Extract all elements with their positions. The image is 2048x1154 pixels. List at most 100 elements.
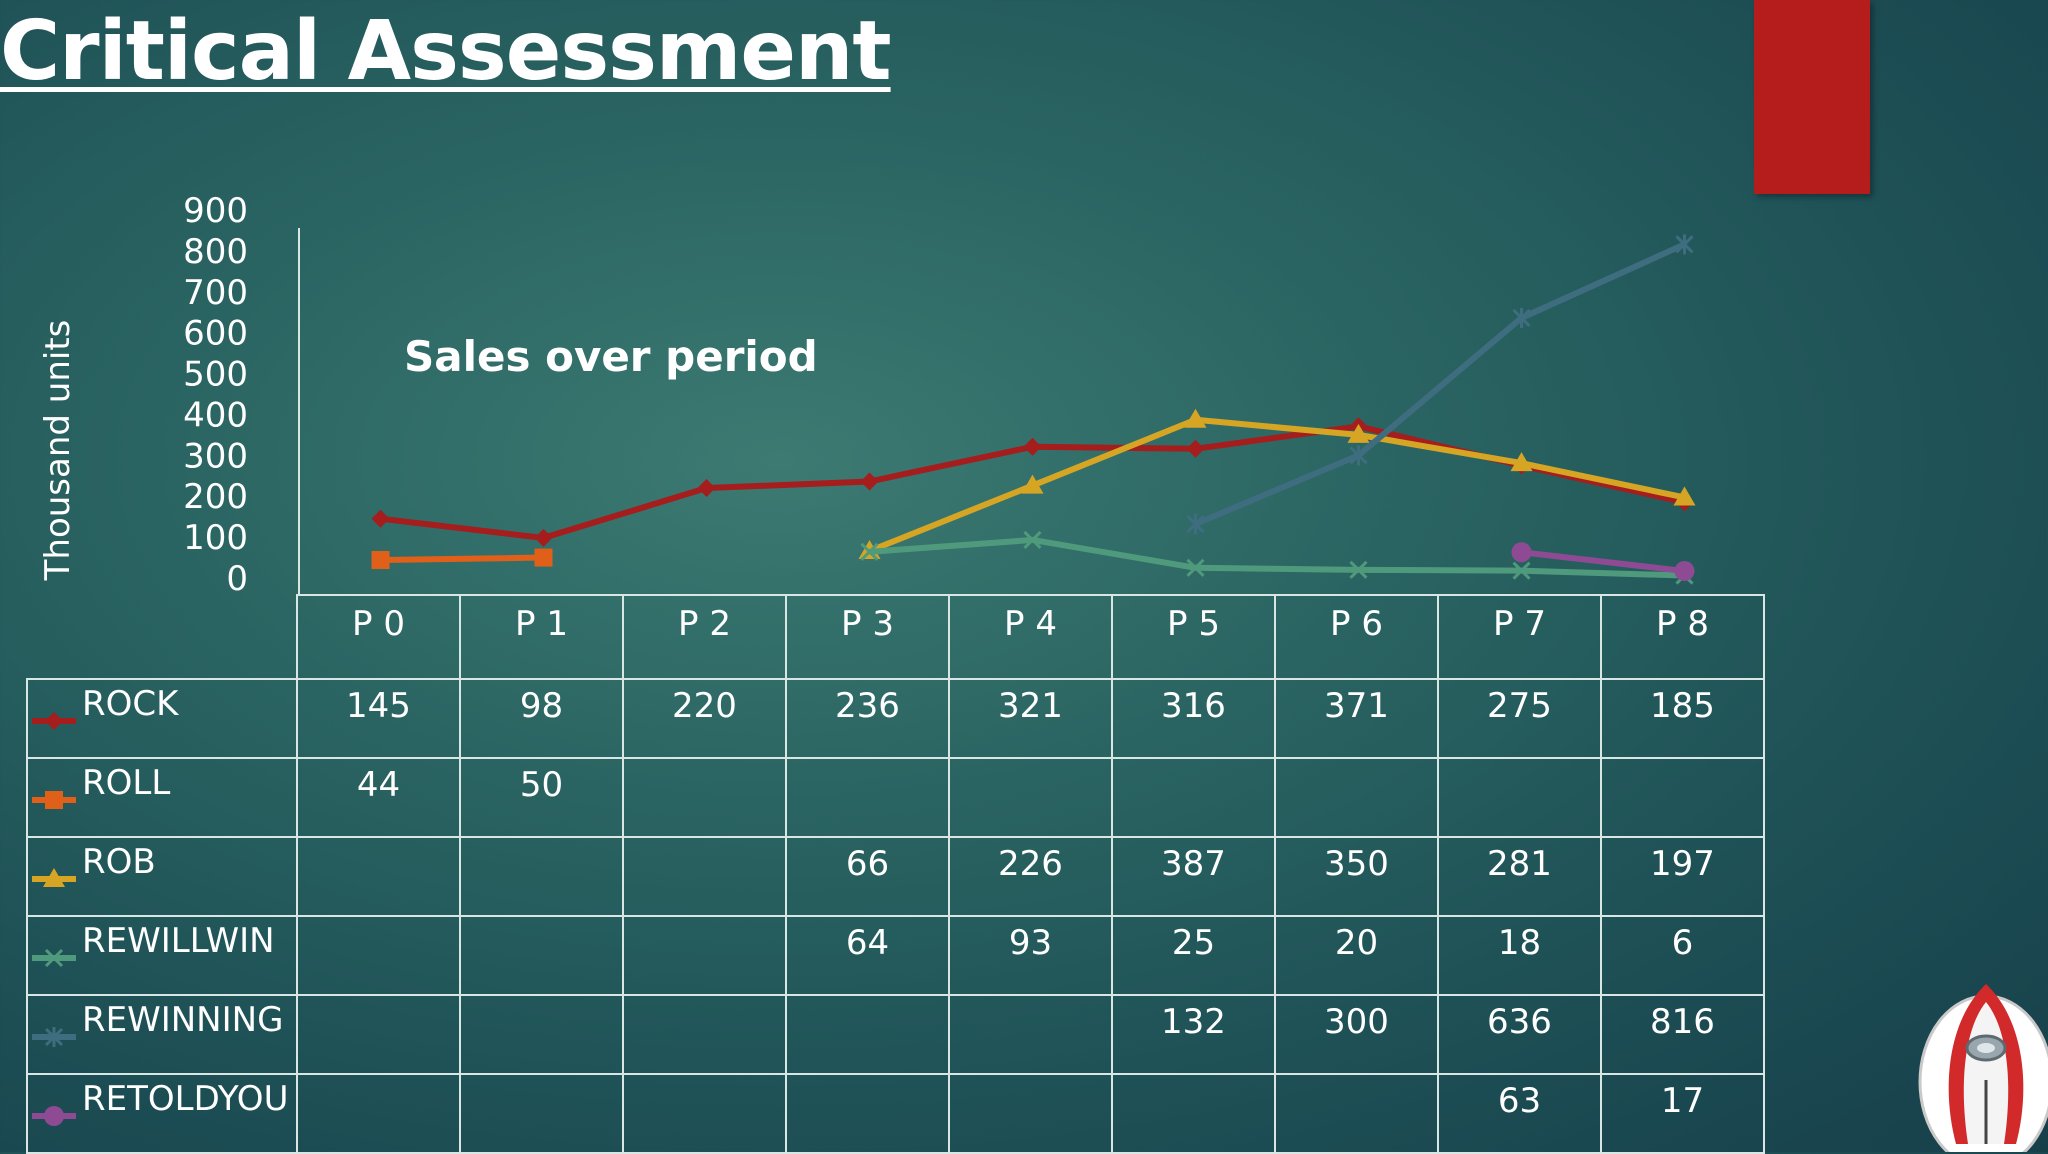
table-cell: 44 [298, 759, 461, 838]
legend-key-x [32, 948, 76, 968]
table-cell: 20 [1276, 917, 1439, 996]
series-retoldyou [1511, 542, 1695, 582]
data-point [860, 542, 879, 561]
legend-entry: ROB [26, 838, 298, 917]
table-cell: 132 [1113, 996, 1276, 1075]
legend-key-square [32, 791, 76, 809]
table-cell: 64 [787, 917, 950, 996]
table-cell: 185 [1602, 680, 1765, 759]
table-cell [787, 996, 950, 1075]
series-line [380, 554, 544, 564]
table-corner [26, 594, 298, 680]
x-tick-label: P 8 [1602, 594, 1765, 680]
data-point [1674, 561, 1695, 582]
legend-label: RETOLDYOU [82, 1079, 289, 1119]
table-cell [1113, 759, 1276, 838]
data-point [534, 548, 553, 567]
table-cell [461, 838, 624, 917]
table-cell: 66 [787, 838, 950, 917]
table-cell: 6 [1602, 917, 1765, 996]
data-point [697, 479, 716, 498]
data-point [1347, 423, 1370, 443]
legend-entry: RETOLDYOU [26, 1075, 298, 1154]
table-cell: 281 [1439, 838, 1602, 917]
data-point [371, 509, 390, 528]
legend-entry: REWILLWIN [26, 917, 298, 996]
y-tick-label: 0 [226, 559, 248, 599]
table-cell: 316 [1113, 680, 1276, 759]
table-cell [1276, 759, 1439, 838]
table-cell: 226 [950, 838, 1113, 917]
series-rewinning [1186, 234, 1694, 535]
table-cell [1276, 1075, 1439, 1154]
chart-series [371, 234, 1696, 585]
table-cell: 300 [1276, 996, 1439, 1075]
table-cell: 93 [950, 917, 1113, 996]
table-cell [461, 1075, 624, 1154]
data-point [1511, 542, 1532, 563]
table-cell [1113, 1075, 1276, 1154]
legend-label: ROCK [82, 684, 179, 724]
legend-entry: REWINNING [26, 996, 298, 1075]
x-tick-label: P 7 [1439, 594, 1602, 680]
rocket-icon [1918, 984, 2048, 1152]
legend-marker [45, 712, 63, 730]
table-cell: 636 [1439, 996, 1602, 1075]
table-cell [624, 1075, 787, 1154]
data-point [1673, 486, 1696, 506]
data-point [1512, 307, 1531, 328]
x-tick-label: P 4 [950, 594, 1113, 680]
data-point [534, 528, 553, 547]
series-line [1194, 241, 1686, 527]
data-point [1349, 560, 1368, 579]
table-cell [298, 1075, 461, 1154]
data-point [1186, 514, 1205, 535]
series-line [868, 416, 1686, 554]
table-cell: 17 [1602, 1075, 1765, 1154]
table-cell: 371 [1276, 680, 1439, 759]
legend-label: REWINNING [82, 1000, 284, 1040]
table-cell [298, 917, 461, 996]
data-point [1186, 558, 1205, 577]
y-tick-label: 200 [183, 477, 248, 517]
table-cell: 18 [1439, 917, 1602, 996]
x-tick-label: P 6 [1276, 594, 1439, 680]
table-cell: 63 [1439, 1075, 1602, 1154]
legend-marker [43, 868, 65, 887]
data-point [1023, 530, 1042, 550]
legend-key-triangle [32, 868, 76, 887]
table-cell [624, 917, 787, 996]
table-cell: 220 [624, 680, 787, 759]
table-cell [461, 917, 624, 996]
legend-label: ROB [82, 842, 156, 882]
table-cell [787, 759, 950, 838]
table-cell: 197 [1602, 838, 1765, 917]
chart-title: Sales over period [404, 332, 818, 381]
table-cell [298, 996, 461, 1075]
series-roll [371, 548, 553, 570]
y-tick-label: 400 [183, 395, 248, 435]
legend-key-star [32, 1027, 76, 1047]
table-cell: 236 [787, 680, 950, 759]
legend-entry: ROLL [26, 759, 298, 838]
series-line [1521, 549, 1685, 575]
table-cell: 321 [950, 680, 1113, 759]
data-point [1512, 561, 1531, 580]
data-point [1349, 445, 1368, 466]
y-tick-label: 900 [183, 191, 248, 231]
legend-marker [44, 1027, 64, 1047]
y-tick-label: 500 [183, 355, 248, 395]
y-tick-label: 600 [183, 314, 248, 354]
series-line [869, 536, 1685, 579]
table-cell [1439, 759, 1602, 838]
x-tick-label: P 3 [787, 594, 950, 680]
slide-title: Critical Assessment [0, 4, 892, 99]
table-cell: 275 [1439, 680, 1602, 759]
legend-marker [44, 948, 64, 968]
table-cell: 50 [461, 759, 624, 838]
red-bookmark-decoration [1754, 0, 1870, 194]
y-tick-label: 700 [183, 273, 248, 313]
y-tick-label: 100 [183, 518, 248, 558]
